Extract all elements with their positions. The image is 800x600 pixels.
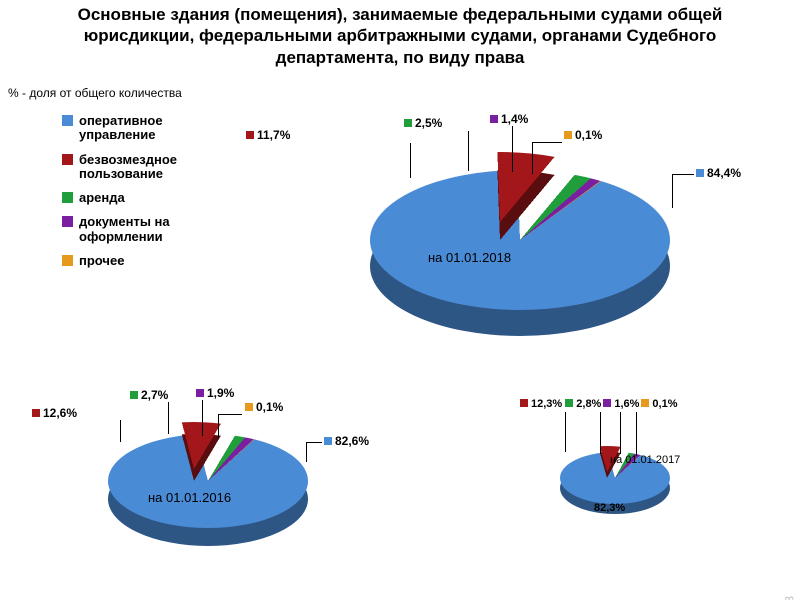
callout-value: 1,4% bbox=[501, 112, 528, 126]
legend-label: документы на оформлении bbox=[79, 215, 232, 244]
callout-value: 1,9% bbox=[207, 386, 234, 400]
legend-swatch bbox=[62, 115, 73, 126]
callout-blue-2016: 82,6% bbox=[324, 434, 369, 448]
callout-orange-2016: 0,1% bbox=[245, 400, 283, 414]
leader bbox=[202, 400, 203, 436]
callout-value: 11,7% bbox=[257, 128, 290, 142]
callout-value: 12,6% bbox=[43, 406, 77, 420]
callout-value: 82,6% bbox=[335, 434, 369, 448]
callout-swatch bbox=[696, 169, 704, 177]
legend-item: оперативное управление bbox=[62, 114, 232, 143]
callout-green-2018: 2,5% bbox=[404, 116, 442, 130]
callout-value: 2,7% bbox=[141, 388, 168, 402]
leader bbox=[532, 142, 533, 174]
date-label-2016: на 01.01.2016 bbox=[148, 490, 231, 505]
legend-label: оперативное управление bbox=[79, 114, 232, 143]
callout-swatch bbox=[245, 403, 253, 411]
callout-value: 0,1% bbox=[256, 400, 283, 414]
legend-item: документы на оформлении bbox=[62, 215, 232, 244]
legend-item: прочее bbox=[62, 254, 232, 268]
callout-blue-2018: 84,4% bbox=[696, 166, 741, 180]
legend-label: прочее bbox=[79, 254, 124, 268]
callout-value: 82,3% bbox=[594, 502, 625, 514]
leader bbox=[620, 412, 621, 454]
leader bbox=[672, 174, 673, 208]
legend-swatch bbox=[62, 255, 73, 266]
callout-swatch bbox=[520, 399, 528, 407]
leader bbox=[306, 442, 307, 462]
callout-purple-2018: 1,4% bbox=[490, 112, 528, 126]
legend: оперативное управление безвозмездное пол… bbox=[62, 114, 232, 278]
legend-swatch bbox=[62, 216, 73, 227]
callout-swatch bbox=[404, 119, 412, 127]
legend-label: аренда bbox=[79, 191, 125, 205]
callout-red-2018: 11,7% bbox=[246, 128, 290, 142]
leader bbox=[410, 143, 411, 178]
callout-value: 0,1% bbox=[575, 128, 602, 142]
pie-chart-2018 bbox=[370, 170, 670, 340]
callout-swatch bbox=[603, 399, 611, 407]
callout-swatch bbox=[490, 115, 498, 123]
slide-number: Слайд № 3 bbox=[782, 596, 796, 600]
callout-purple-2016: 1,9% bbox=[196, 386, 234, 400]
legend-item: аренда bbox=[62, 191, 232, 205]
leader bbox=[600, 412, 601, 454]
callout-swatch bbox=[246, 131, 254, 139]
date-label-2017: на 01.01.2017 bbox=[610, 454, 680, 466]
legend-item: безвозмездное пользование bbox=[62, 153, 232, 182]
callout-orange-2018: 0,1% bbox=[564, 128, 602, 142]
leader bbox=[672, 174, 694, 175]
leader bbox=[468, 131, 469, 171]
leader bbox=[532, 142, 562, 143]
leader bbox=[168, 402, 169, 434]
leader bbox=[636, 412, 637, 456]
callout-value: 0,1% bbox=[652, 398, 677, 410]
callout-swatch bbox=[641, 399, 649, 407]
callout-blue-2017: 82,3% bbox=[594, 502, 625, 514]
date-label-2018: на 01.01.2018 bbox=[428, 250, 511, 265]
callout-swatch bbox=[130, 391, 138, 399]
callout-swatch bbox=[564, 131, 572, 139]
callout-swatch bbox=[324, 437, 332, 445]
leader bbox=[120, 420, 121, 442]
callout-red-2016: 12,6% bbox=[32, 406, 77, 420]
callout-swatch bbox=[196, 389, 204, 397]
callout-value: 2,8% bbox=[576, 398, 601, 410]
callout-swatch bbox=[565, 399, 573, 407]
callout-value: 84,4% bbox=[707, 166, 741, 180]
callout-value: 1,6% bbox=[614, 398, 639, 410]
leader bbox=[218, 414, 242, 415]
page-title: Основные здания (помещения), занимаемые … bbox=[50, 4, 750, 68]
callout-value: 2,5% bbox=[415, 116, 442, 130]
legend-swatch bbox=[62, 192, 73, 203]
leader bbox=[306, 442, 322, 443]
legend-label: безвозмездное пользование bbox=[79, 153, 232, 182]
subtitle: % - доля от общего количества bbox=[8, 86, 182, 100]
callout-strip-2017: 12,3% 2,8% 1,6% 0,1% bbox=[520, 398, 678, 410]
legend-swatch bbox=[62, 154, 73, 165]
leader bbox=[565, 412, 566, 452]
leader bbox=[218, 414, 219, 438]
pie-exploded-top bbox=[350, 152, 650, 292]
callout-value: 12,3% bbox=[531, 398, 562, 410]
leader bbox=[512, 126, 513, 172]
callout-green-2016: 2,7% bbox=[130, 388, 168, 402]
callout-swatch bbox=[32, 409, 40, 417]
